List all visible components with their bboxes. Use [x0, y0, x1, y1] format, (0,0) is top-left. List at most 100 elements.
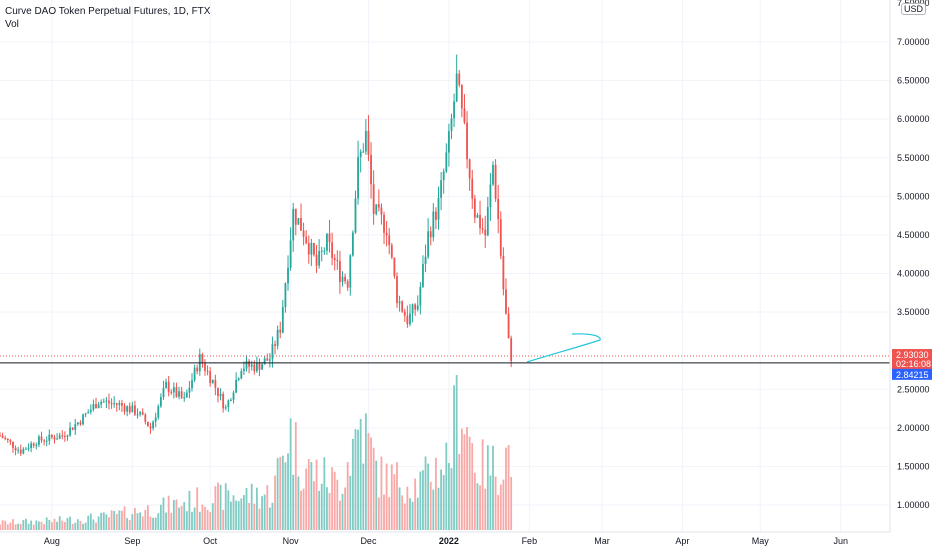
candle-body — [279, 329, 282, 333]
volume-bar — [411, 501, 414, 530]
volume-bar — [271, 502, 274, 530]
y-tick-label: 6.50000 — [897, 76, 930, 86]
volume-bar — [302, 488, 305, 530]
volume-bar — [61, 520, 64, 530]
candle-body — [121, 403, 123, 406]
candle-body — [424, 256, 427, 265]
candle-body — [458, 73, 461, 85]
candle-body — [268, 359, 271, 361]
volume-bar — [157, 513, 160, 530]
candle-body — [261, 364, 263, 370]
volume-bar — [209, 512, 212, 530]
volume-bar — [154, 517, 157, 530]
volume-bar — [237, 501, 240, 530]
candle-body — [209, 371, 212, 384]
candle-body — [172, 387, 175, 393]
volume-bar — [165, 512, 167, 530]
candle-body — [440, 180, 443, 198]
candle-body — [183, 397, 186, 399]
candle-body — [69, 427, 71, 436]
candle-body — [214, 380, 217, 388]
candle-body — [217, 387, 219, 397]
volume-bar — [255, 487, 258, 530]
time-axis[interactable]: Aug Sep Oct Nov Dec 2022 Feb Mar Apr May Jun — [44, 536, 848, 546]
candle-body — [4, 437, 7, 439]
volume-bar — [4, 520, 7, 530]
candle-body — [245, 361, 248, 369]
volume-bar — [242, 495, 245, 530]
volume-bar — [248, 502, 251, 530]
y-tick-label: 3.50000 — [897, 307, 930, 317]
volume-bar — [152, 517, 154, 530]
symbol-title[interactable]: Curve DAO Token Perpetual Futures, 1D, F… — [5, 6, 211, 17]
volume-bar — [279, 457, 282, 530]
volume-bar — [370, 437, 372, 530]
candle-body — [450, 118, 453, 132]
candle-body — [393, 257, 396, 277]
volume-bar — [25, 518, 27, 530]
volume-bar — [328, 492, 331, 530]
volume-bar — [211, 503, 214, 530]
candle-body — [12, 441, 14, 448]
candle-body — [253, 364, 256, 372]
candle-body — [318, 250, 321, 266]
candle-body — [95, 404, 97, 409]
candle-body — [479, 214, 481, 229]
volume-bar — [201, 504, 204, 530]
volume-bar — [108, 517, 110, 530]
volume-bar — [180, 505, 183, 530]
volume-bar — [134, 507, 136, 530]
candle-body — [463, 108, 466, 123]
candle-body — [105, 400, 108, 402]
candle-body — [175, 387, 178, 397]
candle-body — [167, 381, 170, 392]
volume-bar — [224, 483, 227, 530]
candle-body — [351, 232, 354, 256]
candle-body — [284, 283, 287, 307]
volume-bar — [492, 445, 494, 530]
candle-body — [331, 242, 334, 259]
candle-body — [390, 245, 393, 258]
volume-bar — [349, 475, 352, 530]
arrow-drawing-icon[interactable] — [526, 333, 601, 363]
volume-bar — [435, 457, 437, 530]
currency-unit-badge[interactable]: USD — [901, 3, 927, 15]
volume-bar — [12, 519, 14, 530]
candle-body — [281, 306, 284, 333]
volume-bar — [341, 493, 344, 530]
volume-bar — [115, 514, 118, 530]
volume-label[interactable]: Vol — [5, 19, 19, 30]
candle-body — [204, 363, 206, 371]
volume-bar — [139, 512, 142, 530]
volume-bar — [19, 523, 22, 530]
last-price-badge — [892, 349, 932, 371]
candle-body — [48, 434, 51, 441]
price-axis[interactable]: 7.00000 6.50000 6.00000 5.50000 5.00000 4.500… — [0, 0, 932, 533]
volume-bar — [453, 385, 455, 530]
candle-body — [115, 403, 118, 405]
candle-body — [66, 435, 69, 437]
candle-body — [370, 154, 372, 185]
volume-bar — [191, 511, 193, 530]
volume-bar — [206, 509, 209, 530]
candle-body — [79, 422, 82, 425]
volume-bar — [476, 483, 479, 530]
volume-bar — [393, 474, 396, 530]
arrow-drawing-path[interactable] — [526, 333, 601, 363]
candle-body — [219, 393, 222, 397]
volume-bar — [261, 496, 263, 530]
volume-bar — [372, 447, 375, 530]
candle-body — [9, 440, 12, 442]
y-tick-label: 4.00000 — [897, 269, 930, 279]
candle-body — [274, 344, 276, 346]
volume-bar — [380, 456, 383, 530]
volume-bar — [185, 511, 188, 530]
volume-bars — [0, 375, 513, 530]
candle-body — [211, 380, 214, 384]
volume-bar — [227, 490, 230, 530]
volume-bar — [48, 519, 51, 530]
volume-bar — [178, 507, 180, 530]
volume-bar — [460, 428, 463, 530]
volume-bar — [162, 497, 165, 530]
